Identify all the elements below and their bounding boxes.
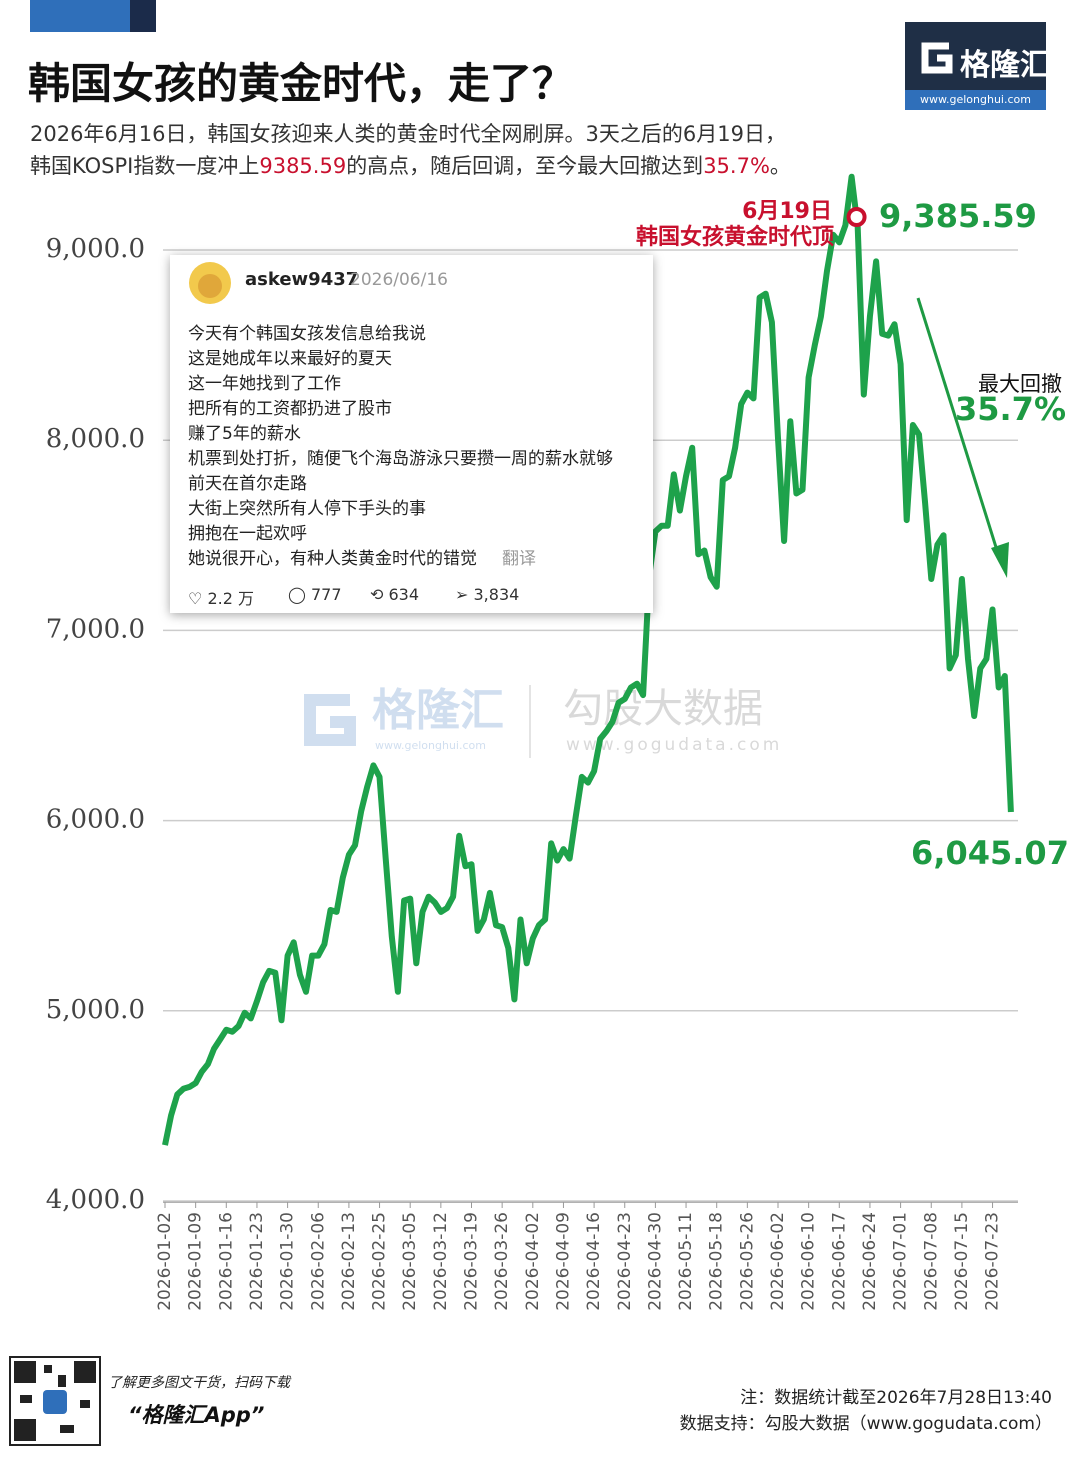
highlight: 35.7% xyxy=(703,154,770,178)
last-label: 6,045.07 xyxy=(911,834,1069,872)
post-line: 机票到处打折，随便飞个海岛游泳只要攒一周的薪水就够 xyxy=(188,449,613,469)
logo-url: www.gelonghui.com xyxy=(905,90,1046,110)
top-bar xyxy=(30,0,130,32)
post-line: 拥抱在一起欢呼 xyxy=(188,524,307,544)
x-tick-label: 2026-02-25 xyxy=(370,1212,390,1311)
footer-note: 注：数据统计截至2026年7月28日13:40 xyxy=(740,1388,1052,1408)
subtitle-text: 韩国KOSPI指数一度冲上 xyxy=(30,154,260,178)
highlight: 9385.59 xyxy=(259,154,347,178)
peak-marker xyxy=(846,207,867,227)
post-line: 她说很开心，有种人类黄金时代的错觉 xyxy=(188,549,477,569)
x-tick-label: 2026-04-02 xyxy=(523,1212,543,1311)
x-tick-label: 2026-04-16 xyxy=(584,1212,604,1311)
post-line: 前天在首尔走路 xyxy=(188,474,307,494)
subtitle-text: 的高点，随后回调，至今最大回撤达到 xyxy=(346,154,704,178)
translate[interactable]: 翻译 xyxy=(502,549,536,569)
likes-count: 2.2 万 xyxy=(207,589,254,608)
drawdown-text: 最大回撤 xyxy=(978,372,1062,396)
post-line: 今天有个韩国女孩发信息给我说 xyxy=(188,324,426,344)
reposts-count: 634 xyxy=(388,585,420,604)
logo: 格隆汇 www.gelonghui.com xyxy=(905,22,1050,110)
subtitle: 2026年6月16日，韩国女孩迎来人类的黄金时代全网刷屏。3天之后的6月19日， xyxy=(30,122,786,146)
top-bar xyxy=(130,0,156,32)
x-tick-label: 2026-01-16 xyxy=(216,1212,236,1311)
reposts[interactable]: ⟲ 634 xyxy=(370,585,420,604)
line xyxy=(162,173,1014,1146)
x-tick-label: 2026-06-10 xyxy=(799,1212,819,1311)
x-tick-label: 2026-01-02 xyxy=(155,1212,175,1311)
logo-name: 格隆汇 xyxy=(960,48,1050,83)
x-tick-label: 2026-04-30 xyxy=(645,1212,665,1311)
peak-text: 韩国女孩黄金时代顶 xyxy=(636,224,834,250)
x-tick-label: 2026-05-11 xyxy=(676,1212,696,1311)
y-tick-label: 6,000.0 xyxy=(46,805,145,835)
shares[interactable]: ➢ 3,834 xyxy=(455,585,520,604)
x-tick-label: 2026-06-24 xyxy=(860,1212,880,1311)
x-tick-label: 2026-04-23 xyxy=(615,1212,635,1311)
x-tick-label: 2026-03-12 xyxy=(431,1212,451,1311)
x-tick-label: 2026-01-23 xyxy=(247,1212,267,1311)
watermark-brand: 格隆汇 xyxy=(372,685,504,736)
x-tick-label: 2026-03-26 xyxy=(492,1212,512,1311)
post-card: askew9437 2026/06/16 今天有个韩国女孩发信息给我说 这是她成年… xyxy=(170,255,653,613)
watermark: 格隆汇 www.gelonghui.com 勾股大数据 www.gogudata… xyxy=(304,685,782,758)
y-tick-label: 7,000.0 xyxy=(46,614,145,644)
x-tick-label: 2026-07-01 xyxy=(891,1212,911,1311)
x-tick-label: 2026-07-08 xyxy=(921,1212,941,1311)
post-date: 2026/06/16 xyxy=(350,270,448,290)
peak-date: 6月19日 xyxy=(742,199,832,224)
y-tick-label: 4,000.0 xyxy=(46,1185,145,1215)
logo-icon xyxy=(921,42,953,74)
shares-count: 3,834 xyxy=(473,585,520,604)
x-tick-label: 2026-01-30 xyxy=(278,1212,298,1311)
x-tick-label: 2026-03-19 xyxy=(462,1212,482,1311)
footer-promo: 了解更多图文干货，扫码下载 xyxy=(108,1375,292,1391)
x-tick-label: 2026-07-15 xyxy=(952,1212,972,1311)
x-tick-label: 2026-06-02 xyxy=(768,1212,788,1311)
arrow-head xyxy=(991,542,1009,578)
watermark-url: www.gelonghui.com xyxy=(375,739,486,752)
y-tick-label: 9,000.0 xyxy=(46,234,145,264)
post-line: 这一年她找到了工作 xyxy=(188,374,341,394)
y-tick-label: 5,000.0 xyxy=(46,995,145,1025)
post-line: 把所有的工资都扔进了股市 xyxy=(188,399,392,419)
avatar xyxy=(189,262,231,304)
arrow xyxy=(916,297,1002,561)
post-line: 赚了5年的薪水 xyxy=(188,424,301,444)
footer-source: 数据支持：勾股大数据（www.gogudata.com） xyxy=(680,1414,1052,1434)
x-tick-label: 2026-06-17 xyxy=(829,1212,849,1311)
x-tick-label: 2026-05-26 xyxy=(737,1212,757,1311)
peak-label: 9,385.59 xyxy=(879,197,1037,235)
footer-app: “格隆汇App” xyxy=(128,1403,264,1427)
x-tick-label: 2026-02-06 xyxy=(308,1212,328,1311)
x-tick-label: 2026-04-09 xyxy=(553,1212,573,1311)
watermark-data-url: www.gogudata.com xyxy=(566,735,782,755)
x-tick-label: 2026-03-05 xyxy=(400,1212,420,1311)
qr-code xyxy=(9,1356,101,1446)
y-tick-label: 8,000.0 xyxy=(46,424,145,454)
watermark-icon xyxy=(304,694,356,746)
x-tick-label: 2026-02-13 xyxy=(339,1212,359,1311)
replies[interactable]: ◯ 777 xyxy=(288,585,342,604)
subtitle: 韩国KOSPI指数一度冲上9385.59的高点，随后回调，至今最大回撤达到35.… xyxy=(30,150,791,180)
watermark-data: 勾股大数据 xyxy=(563,686,763,732)
subtitle-text: 。 xyxy=(769,154,791,178)
drawdown-value: 35.7% xyxy=(955,390,1066,428)
post-user: askew9437 xyxy=(245,269,359,290)
post-line: 大街上突然所有人停下手头的事 xyxy=(188,499,426,519)
x-tick-label: 2026-05-18 xyxy=(707,1212,727,1311)
likes[interactable]: ♡ 2.2 万 xyxy=(188,589,254,608)
plot: 4,000.0 5,000.0 6,000.0 7,000.0 8,000.0 9,000… xyxy=(46,173,1018,1311)
x-tick-label: 2026-01-09 xyxy=(186,1212,206,1311)
replies-count: 777 xyxy=(311,585,342,604)
post-line: 这是她成年以来最好的夏天 xyxy=(188,349,392,369)
x-tick-label: 2026-07-23 xyxy=(983,1212,1003,1311)
title: 韩国女孩的黄金时代，走了？ xyxy=(28,59,575,108)
